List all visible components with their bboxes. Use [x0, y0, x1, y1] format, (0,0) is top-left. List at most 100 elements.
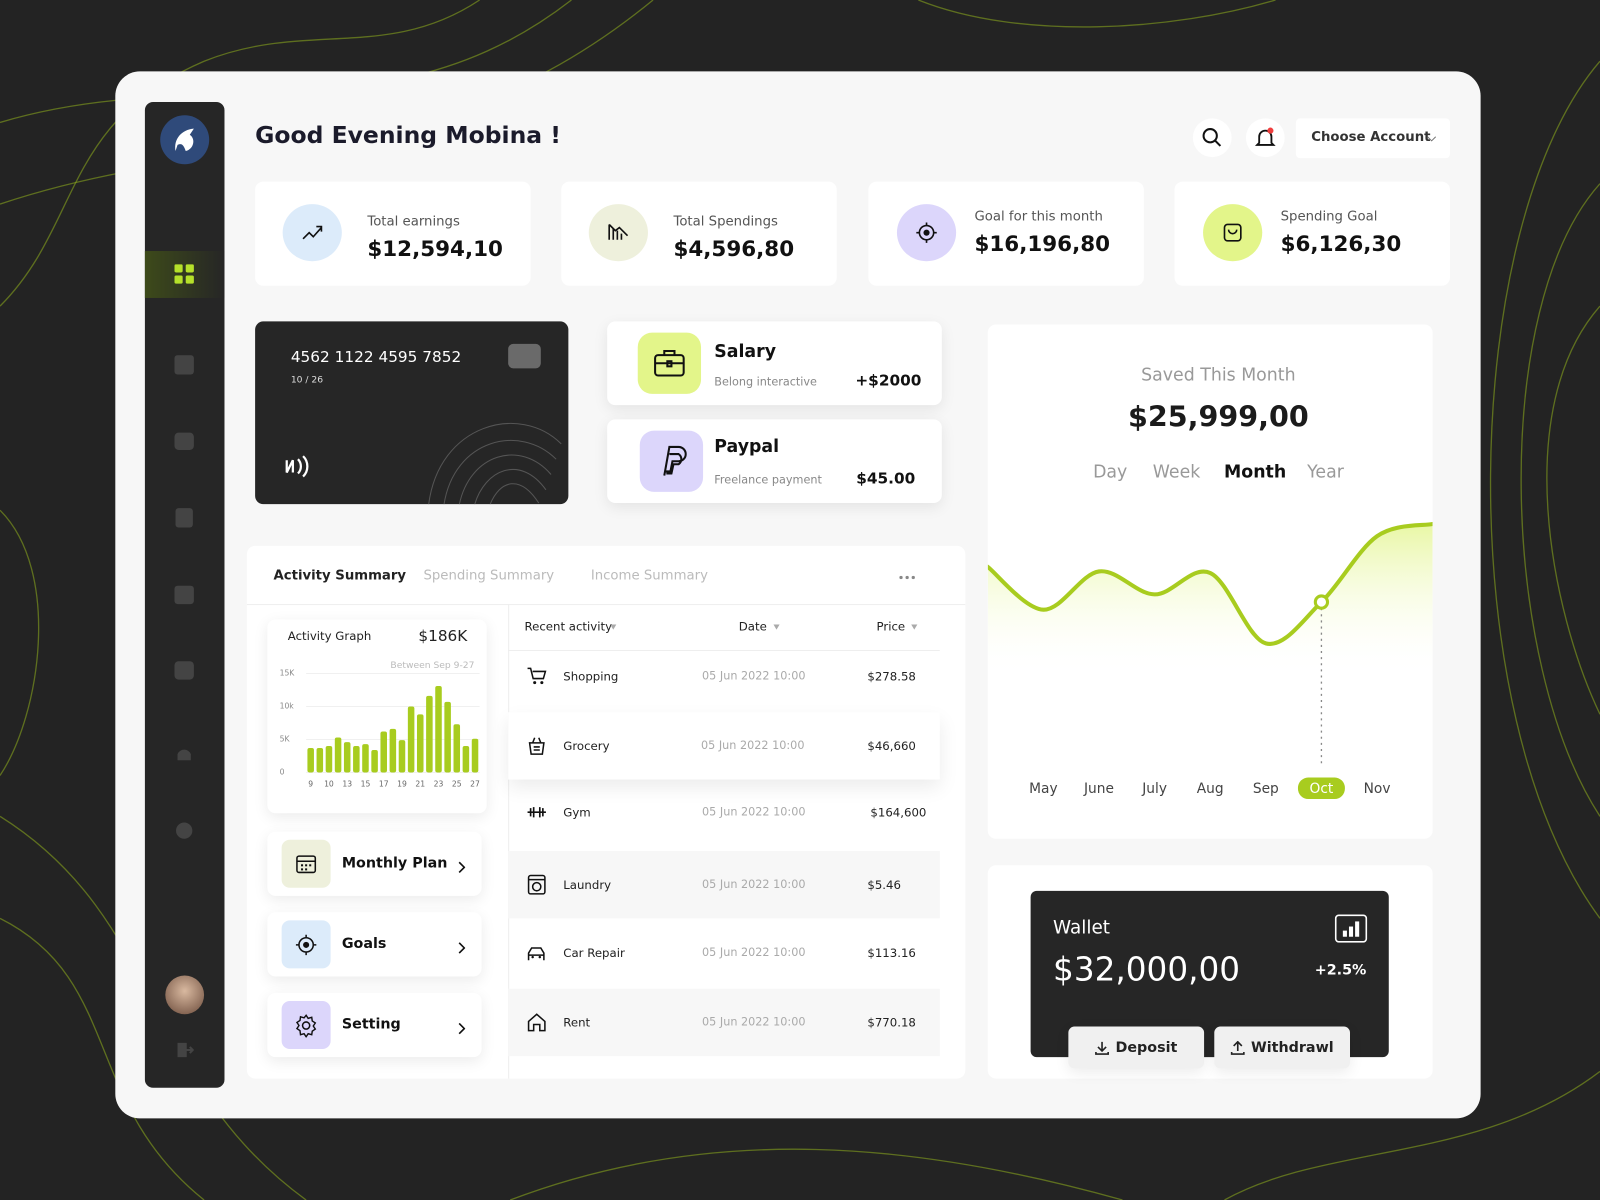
- y-tick-label: 15K: [280, 668, 296, 677]
- stat-label: Total Spendings: [673, 214, 778, 230]
- row-price: $46,660: [867, 738, 916, 754]
- row-name: Laundry: [563, 877, 612, 892]
- menu-glyph: [295, 1013, 317, 1038]
- bar: [353, 746, 360, 773]
- x-tick-label: Aug: [1197, 781, 1224, 797]
- withdraw-label: Withdrawl: [1251, 1039, 1334, 1056]
- summary-tab[interactable]: Income Summary: [590, 568, 708, 584]
- graph-subtitle: Between Sep 9-27: [390, 660, 474, 671]
- notification-button[interactable]: [1245, 118, 1285, 158]
- table-row[interactable]: Laundry 05 Jun 2022 10:00 $5.46: [508, 851, 940, 919]
- row-price: $278.58: [867, 669, 916, 684]
- column-header[interactable]: Date: [738, 619, 767, 634]
- period-tab[interactable]: Day: [1093, 462, 1128, 483]
- card-number: 4562 1122 4595 7852: [290, 347, 462, 367]
- x-tick-label: 23: [434, 780, 444, 789]
- column-header[interactable]: Price: [876, 619, 906, 634]
- row-date: 05 Jun 2022 10:00: [702, 669, 806, 683]
- deposit-button[interactable]: Deposit: [1068, 1026, 1205, 1069]
- menu-label: Setting: [341, 1016, 401, 1033]
- row-name: Rent: [563, 1015, 591, 1030]
- y-tick-label: 5K: [280, 734, 291, 743]
- menu-icon: [281, 839, 331, 888]
- divider: [508, 604, 510, 1079]
- period-tab-active[interactable]: Month: [1224, 462, 1287, 483]
- x-tick-label: 13: [342, 780, 352, 789]
- graph-total: $186K: [418, 627, 468, 645]
- row-price: $5.46: [867, 877, 901, 892]
- activity-graph-card: Activity Graph $186K Between Sep 9-27 0 5…: [267, 619, 487, 814]
- search-button[interactable]: [1192, 118, 1232, 158]
- table-row[interactable]: Gym 05 Jun 2022 10:00 $164,600: [508, 779, 940, 846]
- wallet-chart-icon[interactable]: [1334, 914, 1368, 943]
- bank-card[interactable]: 4562 1122 4595 7852 10 / 26: [255, 321, 569, 505]
- divider: [246, 604, 966, 606]
- stat-label: Goal for this month: [974, 209, 1103, 225]
- savings-amount: $25,999,00: [1127, 399, 1309, 434]
- menu-item[interactable]: Goals: [267, 912, 482, 977]
- x-tick-label: 19: [397, 780, 407, 789]
- bar: [316, 748, 324, 773]
- menu-item[interactable]: Monthly Plan: [267, 831, 482, 896]
- chevron: [1427, 136, 1437, 142]
- stat-glyph: [608, 223, 629, 240]
- logout-icon[interactable]: [176, 1041, 194, 1059]
- table-row[interactable]: Grocery 05 Jun 2022 10:00 $46,660: [508, 712, 940, 780]
- greeting: Good Evening Mobina !: [255, 122, 562, 149]
- stat-icon: [1203, 204, 1263, 262]
- y-tick-label: 10k: [280, 701, 295, 710]
- row-date: 05 Jun 2022 10:00: [702, 805, 806, 819]
- row-icon: [527, 874, 547, 895]
- divider: [508, 649, 940, 652]
- transaction-paypal[interactable]: Paypal Freelance payment $45.00: [607, 419, 942, 504]
- dashboard-icon: [174, 264, 194, 284]
- menu-icon: [281, 920, 331, 969]
- nfc-icon: [285, 455, 309, 478]
- row-glyph: [527, 947, 545, 961]
- sidebar: [144, 102, 225, 1088]
- row-price: $164,600: [870, 805, 927, 820]
- summary-tab[interactable]: Spending Summary: [423, 568, 555, 584]
- logo-icon: [175, 128, 194, 152]
- area-fill: [987, 523, 1433, 677]
- row-glyph: [527, 874, 546, 895]
- deposit-label: Deposit: [1115, 1039, 1178, 1056]
- logo[interactable]: [160, 115, 210, 165]
- table-row[interactable]: Rent 05 Jun 2022 10:00 $770.18: [508, 988, 940, 1057]
- table-row[interactable]: Shopping 05 Jun 2022 10:00 $278.58: [508, 643, 940, 710]
- bar: [398, 740, 406, 773]
- withdraw-button[interactable]: Withdrawl: [1214, 1026, 1350, 1069]
- nav-active[interactable]: [144, 251, 225, 298]
- transaction-amount: +$2000: [855, 371, 922, 390]
- stat-value: $4,596,80: [673, 236, 795, 262]
- period-tab[interactable]: Week: [1152, 462, 1201, 483]
- table-row[interactable]: Car Repair 05 Jun 2022 10:00 $113.16: [508, 919, 940, 986]
- wallet-change: +2.5%: [1314, 962, 1367, 979]
- more-button[interactable]: [899, 574, 915, 580]
- x-tick-label: 21: [415, 780, 425, 789]
- menu-item[interactable]: Setting: [267, 992, 482, 1058]
- card-chip: [508, 343, 541, 369]
- menu-glyph: [296, 854, 317, 873]
- chevron: [458, 861, 466, 874]
- transaction-salary[interactable]: Salary Belong interactive +$2000: [607, 321, 942, 406]
- stat-card[interactable]: Total Spendings $4,596,80: [561, 181, 837, 286]
- briefcase-icon: [654, 349, 685, 377]
- column-header[interactable]: Recent activity: [524, 619, 613, 634]
- stat-card[interactable]: Goal for this month $16,196,80: [868, 181, 1144, 286]
- period-tab[interactable]: Year: [1307, 462, 1344, 483]
- row-price: $113.16: [867, 945, 916, 961]
- stat-card[interactable]: Total earnings $12,594,10: [255, 181, 531, 286]
- transaction-subtitle: Freelance payment: [714, 473, 822, 487]
- bar: [444, 701, 451, 773]
- x-tick-label: 25: [452, 780, 462, 789]
- avatar[interactable]: [165, 975, 205, 1015]
- account-select[interactable]: Choose Account: [1295, 118, 1450, 159]
- bar: [435, 686, 442, 773]
- stat-glyph: [916, 222, 937, 243]
- summary-tab-active[interactable]: Activity Summary: [273, 568, 407, 584]
- x-tick-label: July: [1141, 781, 1167, 797]
- stat-glyph: [1223, 223, 1242, 242]
- nav-icons[interactable]: [174, 355, 194, 937]
- stat-card[interactable]: Spending Goal $6,126,30: [1174, 181, 1450, 286]
